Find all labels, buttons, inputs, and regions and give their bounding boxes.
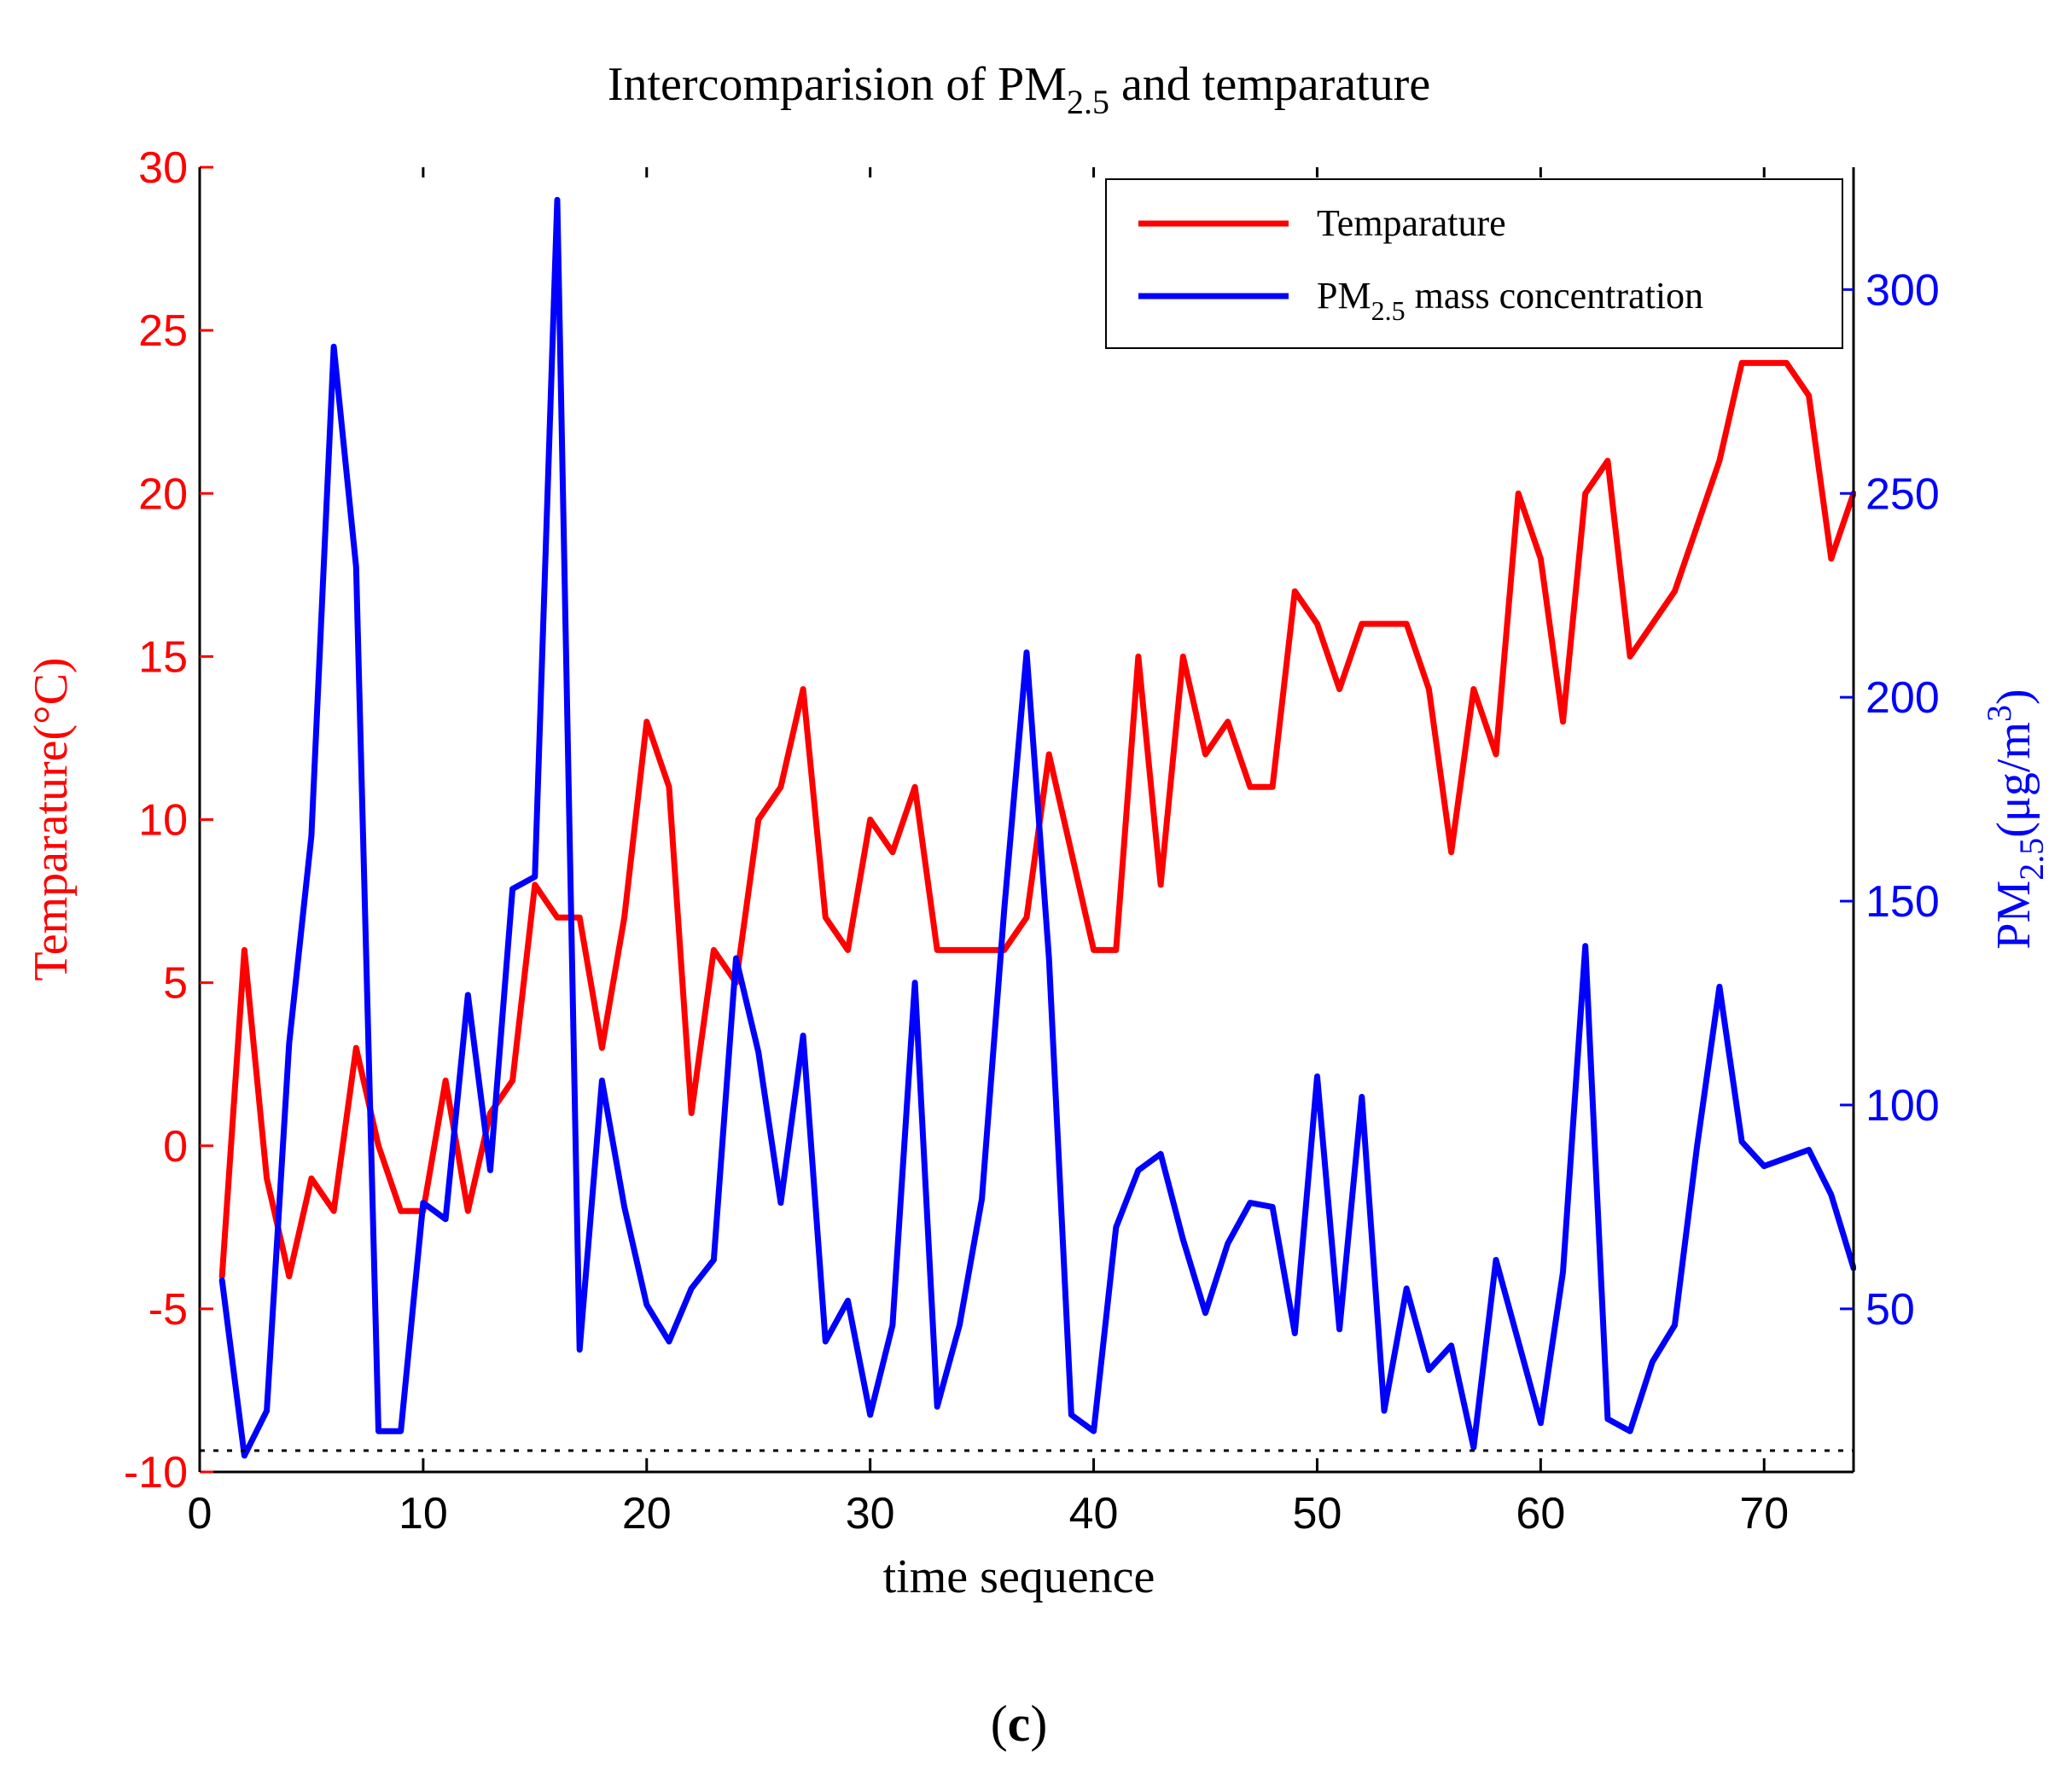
chart-title: Intercomparision of PM2.5 and temparatur… [608,58,1430,121]
left-axis-ticks: -10 -5 0 5 10 15 20 25 30 [124,143,213,1498]
left-tick-label: 30 [138,143,188,193]
left-tick-label: 10 [138,796,188,846]
left-tick-label: 5 [163,959,188,1009]
x-tick-label: 30 [846,1489,895,1538]
legend-label-temperature: Temparature [1317,202,1506,244]
right-tick-label: 250 [1865,469,1940,519]
right-axis-label: PM2.5(μg/m3) [1980,689,2051,949]
x-tick-label: 0 [188,1489,212,1538]
right-tick-label: 50 [1865,1285,1915,1335]
x-tick-label: 50 [1293,1489,1342,1538]
x-axis-ticks: 0 10 20 30 40 50 60 70 [188,167,1789,1538]
x-tick-label: 40 [1069,1489,1119,1538]
x-tick-label: 10 [399,1489,448,1538]
plot-area [218,196,1856,1459]
left-tick-label: 0 [163,1122,188,1172]
right-axis-ticks: 50 100 150 200 250 300 [1840,265,1940,1335]
x-axis-label: time sequence [883,1550,1155,1603]
left-tick-label: -10 [124,1448,188,1498]
left-tick-label: -5 [148,1285,188,1335]
x-tick-label: 70 [1739,1489,1789,1538]
pm25-line [218,196,1856,1459]
right-tick-label: 200 [1865,673,1940,723]
legend-box [1105,178,1843,349]
figure-caption: (c) [991,1695,1048,1752]
x-tick-label: 60 [1516,1489,1565,1538]
series-layer [218,196,1856,1459]
right-tick-label: 100 [1865,1081,1940,1131]
legend: Temparature PM2.5 mass concentration [1105,178,1843,349]
left-tick-label: 20 [138,469,188,519]
left-tick-label: 25 [138,306,188,356]
legend-label-pm25: PM2.5 mass concentration [1317,275,1703,326]
right-tick-label: 150 [1865,877,1940,927]
right-tick-label: 300 [1865,265,1940,315]
x-tick-label: 20 [622,1489,672,1538]
left-tick-label: 15 [138,632,188,682]
left-axis-label: Temparature(°C) [25,657,78,980]
